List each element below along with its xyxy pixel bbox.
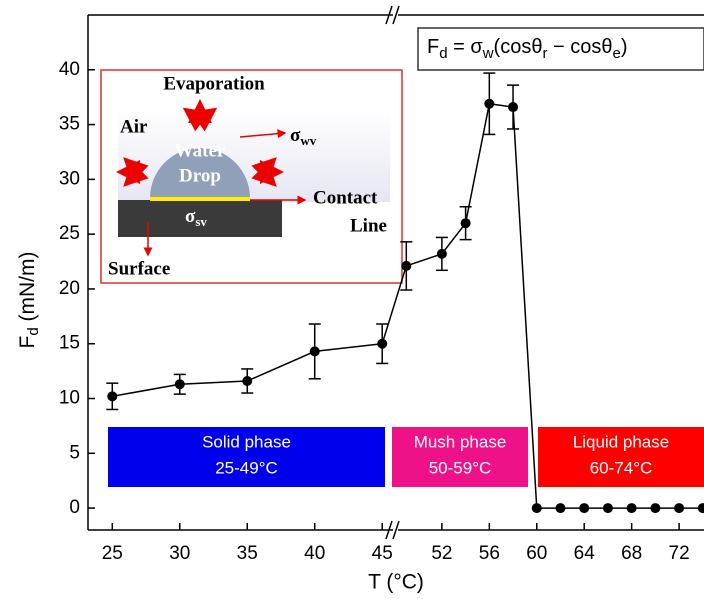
y-tick-label: 30 [59,168,80,189]
y-axis-label: (mN/m) [16,252,39,328]
inset-label: Evaporation [163,73,265,94]
x-tick-label: 56 [479,543,500,564]
point [698,503,704,513]
point [175,379,185,389]
point [627,503,637,513]
inset-label: Water [175,140,226,161]
phase-name: Mush phase [414,432,507,451]
point [555,503,565,513]
inset-label: sv [195,214,207,229]
formula-part: = σ [448,36,484,58]
phase-name: Solid phase [202,432,291,451]
inset: Evaporation Air σwv Water Drop Contact L… [101,70,402,283]
y-tick-label: 15 [59,333,80,354]
inset-label: Contact [313,187,378,208]
point [484,99,494,109]
inset-label: Air [120,116,148,137]
point [437,249,447,259]
x-tick-label: 35 [237,543,258,564]
x-tick-label: 25 [102,543,123,564]
phase-range: 50-59°C [429,458,492,477]
chart: Evaporation Air σwv Water Drop Contact L… [0,0,704,599]
x-tick-label: 52 [431,543,452,564]
y-axis-label: d [25,327,42,335]
formula-part: d [439,45,447,62]
point [508,102,518,112]
y-tick-label: 40 [59,59,80,80]
x-tick-label: 60 [526,543,547,564]
x-tick-label: 30 [169,543,190,564]
point [603,503,613,513]
inset-label: wv [300,133,316,148]
point [242,376,252,386]
point [579,503,589,513]
formula-part: − cosθ [547,36,612,58]
formula: Fd = σw(cosθr − cosθe) [427,36,628,62]
x-tick-label: 45 [372,543,393,564]
y-tick-label: 10 [59,388,80,409]
x-tick-label: 72 [669,543,690,564]
phase-name: Liquid phase [573,432,669,451]
formula-part: (cosθ [494,36,543,58]
formula-part: e [613,45,621,62]
y-tick-label: 20 [59,278,80,299]
formula-part: ) [621,36,628,58]
point [401,261,411,271]
inset-label: Drop [179,165,221,186]
phase-range: 60-74°C [590,458,653,477]
inset-label: σ [185,206,196,227]
point [674,503,684,513]
point [461,218,471,228]
formula-part: w [482,45,494,62]
phase-range: 25-49°C [215,458,278,477]
formula-part: F [427,36,439,58]
y-tick-label: 35 [59,114,80,135]
y-tick-label: 5 [69,442,80,463]
point [107,391,117,401]
y-axis-label: Fd (mN/m) [16,252,42,349]
point [650,503,660,513]
y-tick-label: 0 [69,497,80,518]
y-tick-label: 25 [59,223,80,244]
point [310,346,320,356]
point [532,503,542,513]
x-axis-label: T (°C) [368,571,424,594]
x-tick-label: 68 [621,543,642,564]
inset-label: Line [350,215,387,236]
x-tick-label: 40 [304,543,325,564]
point [377,339,387,349]
inset-label: Surface [108,258,170,279]
y-axis-label: F [16,336,39,349]
inset-label: σ [290,125,301,146]
x-tick-label: 64 [574,543,596,564]
